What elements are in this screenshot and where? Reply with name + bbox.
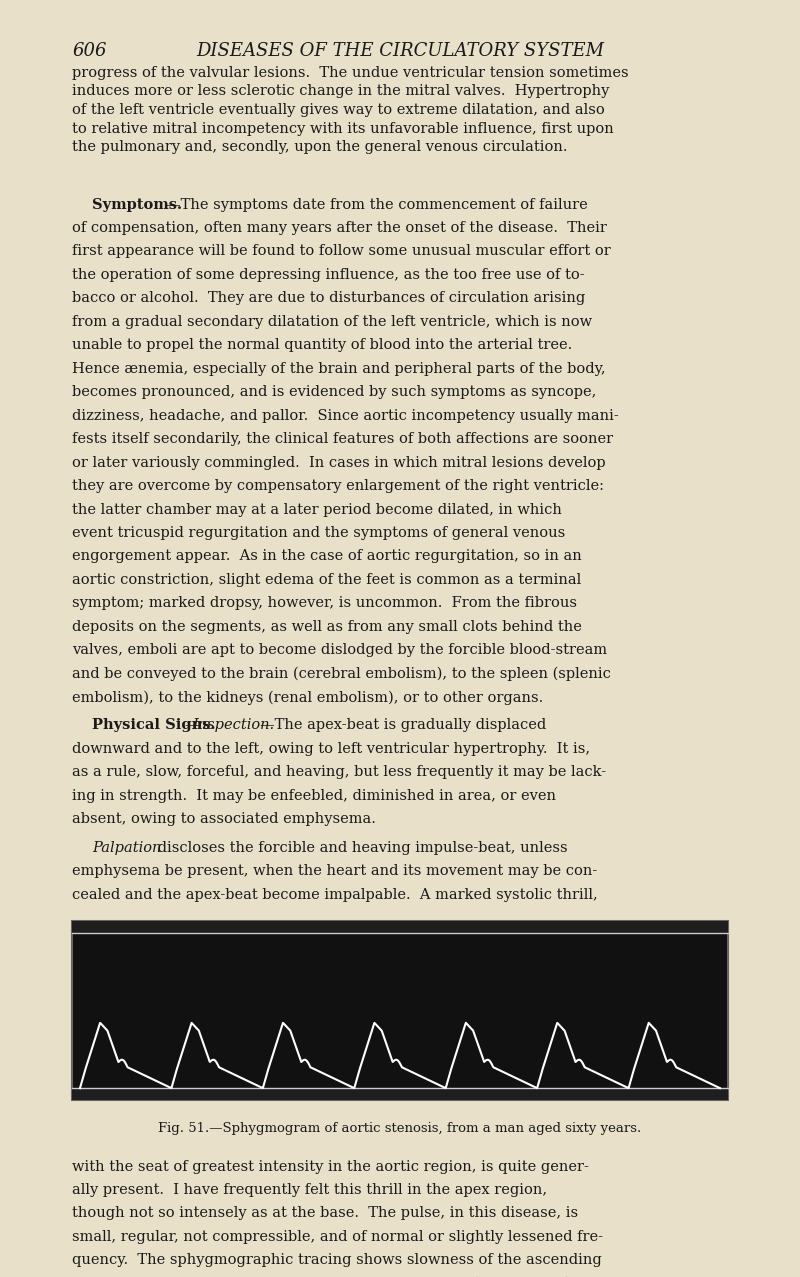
Text: 606: 606 — [72, 42, 106, 60]
Text: progress of the valvular lesions.  The undue ventricular tension sometimes
induc: progress of the valvular lesions. The un… — [72, 66, 629, 155]
Text: dizziness, headache, and pallor.  Since aortic incompetency usually mani-: dizziness, headache, and pallor. Since a… — [72, 409, 618, 423]
Text: ing in strength.  It may be enfeebled, diminished in area, or even: ing in strength. It may be enfeebled, di… — [72, 789, 556, 803]
Text: absent, owing to associated emphysema.: absent, owing to associated emphysema. — [72, 812, 376, 826]
Text: valves, emboli are apt to become dislodged by the forcible blood-stream: valves, emboli are apt to become dislodg… — [72, 644, 607, 658]
Text: quency.  The sphygmographic tracing shows slowness of the ascending: quency. The sphygmographic tracing shows… — [72, 1253, 602, 1267]
Text: from a gradual secondary dilatation of the left ventricle, which is now: from a gradual secondary dilatation of t… — [72, 315, 592, 329]
Text: they are overcome by compensatory enlargement of the right ventricle:: they are overcome by compensatory enlarg… — [72, 479, 604, 493]
Text: Symptoms.: Symptoms. — [92, 198, 182, 212]
Text: unable to propel the normal quantity of blood into the arterial tree.: unable to propel the normal quantity of … — [72, 338, 572, 352]
Text: event tricuspid regurgitation and the symptoms of general venous: event tricuspid regurgitation and the sy… — [72, 526, 566, 540]
Text: DISEASES OF THE CIRCULATORY SYSTEM: DISEASES OF THE CIRCULATORY SYSTEM — [196, 42, 604, 60]
Text: as a rule, slow, forceful, and heaving, but less frequently it may be lack-: as a rule, slow, forceful, and heaving, … — [72, 765, 606, 779]
Text: small, regular, not compressible, and of normal or slightly lessened fre-: small, regular, not compressible, and of… — [72, 1230, 603, 1244]
Text: engorgement appear.  As in the case of aortic regurgitation, so in an: engorgement appear. As in the case of ao… — [72, 549, 582, 563]
Text: deposits on the segments, as well as from any small clots behind the: deposits on the segments, as well as fro… — [72, 619, 582, 633]
Text: though not so intensely as at the base.  The pulse, in this disease, is: though not so intensely as at the base. … — [72, 1207, 578, 1221]
Bar — [72, 921, 728, 1101]
Bar — [72, 1088, 728, 1101]
Text: cealed and the apex-beat become impalpable.  A marked systolic thrill,: cealed and the apex-beat become impalpab… — [72, 888, 598, 902]
Text: Hence ænemia, especially of the brain and peripheral parts of the body,: Hence ænemia, especially of the brain an… — [72, 361, 606, 375]
Text: bacco or alcohol.  They are due to disturbances of circulation arising: bacco or alcohol. They are due to distur… — [72, 291, 586, 305]
Text: Inspection.: Inspection. — [192, 719, 274, 733]
Text: and be conveyed to the brain (cerebral embolism), to the spleen (splenic: and be conveyed to the brain (cerebral e… — [72, 667, 611, 681]
Text: downward and to the left, owing to left ventricular hypertrophy.  It is,: downward and to the left, owing to left … — [72, 742, 590, 756]
Text: the latter chamber may at a later period become dilated, in which: the latter chamber may at a later period… — [72, 503, 562, 516]
Text: —: — — [184, 719, 198, 733]
Text: fests itself secondarily, the clinical features of both affections are sooner: fests itself secondarily, the clinical f… — [72, 432, 613, 446]
Text: of compensation, often many years after the onset of the disease.  Their: of compensation, often many years after … — [72, 221, 607, 235]
Text: Fig. 51.—Sphygmogram of aortic stenosis, from a man aged sixty years.: Fig. 51.—Sphygmogram of aortic stenosis,… — [158, 1121, 642, 1135]
Text: emphysema be present, when the heart and its movement may be con-: emphysema be present, when the heart and… — [72, 865, 598, 879]
Text: Physical Signs.: Physical Signs. — [92, 719, 215, 733]
Text: first appearance will be found to follow some unusual muscular effort or: first appearance will be found to follow… — [72, 244, 610, 258]
Bar — [72, 921, 728, 932]
Text: embolism), to the kidneys (renal embolism), or to other organs.: embolism), to the kidneys (renal embolis… — [72, 691, 543, 705]
Text: Palpation: Palpation — [92, 840, 162, 854]
Text: aortic constriction, slight edema of the feet is common as a terminal: aortic constriction, slight edema of the… — [72, 573, 582, 587]
Text: discloses the forcible and heaving impulse-beat, unless: discloses the forcible and heaving impul… — [153, 840, 567, 854]
Text: or later variously commingled.  In cases in which mitral lesions develop: or later variously commingled. In cases … — [72, 456, 606, 470]
Text: —The apex-beat is gradually displaced: —The apex-beat is gradually displaced — [260, 719, 546, 733]
Text: ally present.  I have frequently felt this thrill in the apex region,: ally present. I have frequently felt thi… — [72, 1183, 547, 1197]
Text: the operation of some depressing influence, as the too free use of to-: the operation of some depressing influen… — [72, 268, 585, 282]
Text: —The symptoms date from the commencement of failure: —The symptoms date from the commencement… — [166, 198, 588, 212]
Text: symptom; marked dropsy, however, is uncommon.  From the fibrous: symptom; marked dropsy, however, is unco… — [72, 596, 577, 610]
Text: becomes pronounced, and is evidenced by such symptoms as syncope,: becomes pronounced, and is evidenced by … — [72, 386, 596, 400]
Text: with the seat of greatest intensity in the aortic region, is quite gener-: with the seat of greatest intensity in t… — [72, 1160, 589, 1174]
